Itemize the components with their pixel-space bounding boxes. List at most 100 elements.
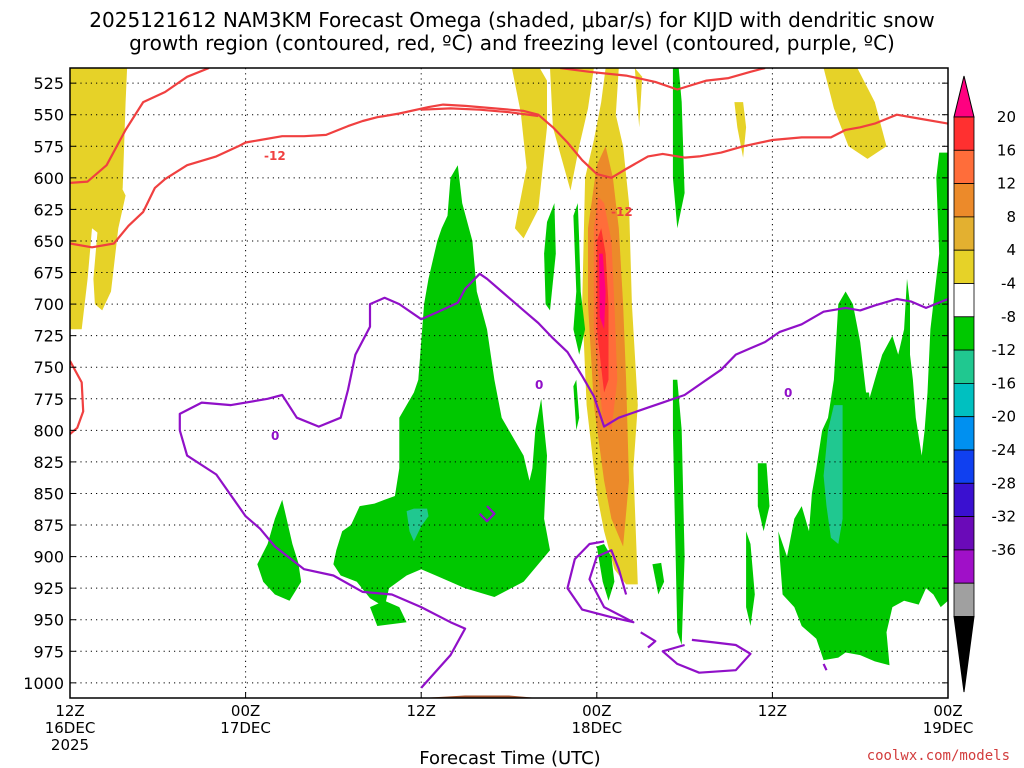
freezing-contour-label: 0	[271, 429, 279, 443]
colorbar-label: -12	[992, 341, 1017, 359]
freezing-contour-line	[822, 663, 828, 671]
y-tick-label: 775	[33, 390, 64, 409]
freezing-contour-label: 0	[784, 386, 792, 400]
chart-title-line2: growth region (contoured, red, ºC) and f…	[129, 31, 895, 55]
dgz-contour-line	[70, 103, 948, 249]
omega-shaded-region	[778, 152, 948, 666]
colorbar-label: 8	[1006, 208, 1016, 226]
y-tick-label: 575	[33, 137, 64, 156]
colorbar-label: 4	[1006, 241, 1016, 259]
colorbar-segment	[953, 416, 975, 451]
x-tick-label: 00Z	[933, 702, 962, 720]
x-tick-label: 17DEC	[220, 719, 271, 737]
x-tick-label: 2025	[51, 736, 89, 754]
omega-shaded-region	[757, 463, 770, 532]
y-tick-label: 950	[33, 611, 64, 630]
omega-shaded-region	[672, 379, 685, 645]
colorbar-label: 12	[997, 175, 1016, 193]
x-tick-label: 12Z	[407, 702, 436, 720]
y-tick-label: 625	[33, 200, 64, 219]
colorbar-segment	[953, 183, 975, 218]
colorbar-label: -20	[992, 408, 1017, 426]
omega-shaded-region	[634, 68, 643, 128]
dgz-contour-line	[560, 68, 766, 91]
colorbar-label: -8	[1001, 308, 1016, 326]
x-tick-label: 18DEC	[572, 719, 623, 737]
chart-title-line1: 2025121612 NAM3KM Forecast Omega (shaded…	[89, 8, 934, 32]
omega-shaded-region	[823, 405, 843, 544]
omega-shaded-region	[823, 68, 887, 159]
omega-shaded-region	[734, 102, 747, 158]
terrain-fill	[70, 695, 948, 698]
colorbar-label: -32	[992, 508, 1017, 526]
omega-shaded-region	[550, 68, 594, 191]
colorbar-segment	[953, 449, 975, 484]
omega-shaded-region	[596, 544, 615, 601]
omega-shaded-region	[573, 203, 586, 355]
colorbar-segment	[953, 149, 975, 185]
y-axis-ticks: 525 550 575 600 625 650 675 700 725 750 775 800 825 8…	[23, 74, 948, 693]
colorbar-segment	[953, 316, 975, 351]
dgz-contour-line	[421, 107, 539, 118]
colorbar-bottom-arrow	[953, 616, 975, 693]
plot-frame	[69, 67, 949, 699]
colorbar-label: 20	[997, 108, 1016, 126]
colorbar-top-arrow	[953, 75, 975, 118]
y-tick-label: 800	[33, 421, 64, 440]
colorbar: 20 16 12 8 4 -4 -8 -12 -16 -20 -24 -28 -32 -36	[953, 75, 1017, 693]
colorbar-label: -4	[1001, 275, 1016, 293]
y-tick-label: 1000	[23, 674, 64, 693]
terrain-surface	[70, 695, 948, 698]
y-tick-label: 550	[33, 106, 64, 125]
x-tick-label: 12Z	[758, 702, 787, 720]
colorbar-segment	[953, 116, 975, 151]
omega-shaded-region	[746, 531, 755, 626]
freezing-contour-line	[178, 272, 948, 689]
y-tick-label: 600	[33, 169, 64, 188]
colorbar-segment	[953, 516, 975, 551]
x-tick-label: 00Z	[582, 702, 611, 720]
y-tick-label: 875	[33, 516, 64, 535]
colorbar-label: -36	[992, 541, 1017, 559]
omega-shaded-region	[406, 508, 429, 542]
y-tick-label: 900	[33, 548, 64, 567]
x-tick-label: 00Z	[231, 702, 260, 720]
y-tick-label: 525	[33, 74, 64, 93]
dgz-contour-line	[70, 68, 210, 184]
colorbar-label: -28	[992, 474, 1017, 492]
freezing-contour-line	[640, 631, 657, 649]
omega-shaded-region	[544, 203, 556, 311]
contour-lines	[70, 68, 948, 689]
x-tick-label: 19DEC	[923, 719, 974, 737]
credit-text: coolwx.com/models	[867, 748, 1010, 764]
omega-shaded-region	[652, 562, 665, 595]
omega-shaded-region	[333, 165, 550, 608]
colorbar-segment	[953, 249, 975, 284]
omega-shading	[70, 68, 948, 666]
y-tick-label: 825	[33, 453, 64, 472]
freezing-contour-line	[566, 540, 635, 624]
colorbar-label: -24	[992, 441, 1017, 459]
colorbar-segment	[953, 549, 975, 584]
y-tick-label: 725	[33, 327, 64, 346]
y-tick-label: 850	[33, 484, 64, 503]
y-tick-label: 750	[33, 358, 64, 377]
omega-shaded-region	[672, 68, 685, 229]
y-tick-label: 975	[33, 642, 64, 661]
x-axis-label: Forecast Time (UTC)	[419, 748, 600, 768]
y-tick-label: 700	[33, 295, 64, 314]
omega-shaded-region	[370, 600, 407, 626]
contour-labels: -12 -12 0 0 0	[264, 149, 792, 443]
dgz-contour-label: -12	[264, 149, 286, 163]
freezing-contour-line	[661, 638, 752, 674]
x-tick-label: 12Z	[55, 702, 84, 720]
colorbar-label: 16	[997, 141, 1016, 159]
dgz-contour-label: -12	[611, 205, 633, 219]
colorbar-segment	[953, 482, 975, 517]
y-tick-label: 650	[33, 232, 64, 251]
colorbar-segment	[953, 283, 975, 318]
colorbar-segment	[953, 582, 975, 617]
colorbar-segment	[953, 349, 975, 384]
colorbar-segment	[953, 382, 975, 418]
